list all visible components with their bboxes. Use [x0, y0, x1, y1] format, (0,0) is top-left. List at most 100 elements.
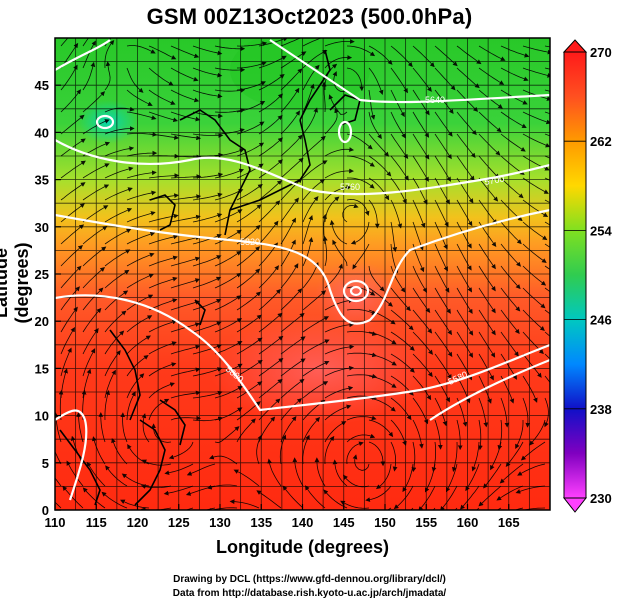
streamline — [402, 463, 414, 493]
streamline — [214, 363, 243, 377]
streamline — [192, 390, 223, 399]
streamline — [390, 177, 407, 205]
streamline — [104, 330, 125, 355]
streamline — [390, 67, 408, 94]
streamline — [544, 397, 549, 428]
streamline — [544, 243, 550, 248]
streamline — [434, 111, 453, 137]
colorbar-label: 246 — [590, 313, 612, 328]
streamline — [170, 322, 201, 333]
streamline — [148, 255, 178, 267]
streamline — [141, 413, 150, 443]
streamline — [368, 397, 396, 412]
streamline — [456, 67, 480, 89]
streamline — [126, 373, 145, 399]
streamline — [60, 224, 85, 245]
streamline — [302, 38, 332, 47]
streamline — [256, 490, 282, 509]
streamline — [478, 111, 502, 133]
streamline — [70, 435, 84, 465]
streamline — [192, 152, 224, 158]
streamline — [517, 463, 546, 476]
streamline — [126, 89, 153, 106]
streamline — [126, 335, 151, 355]
streamline — [82, 61, 96, 91]
y-tick-label: 15 — [35, 361, 49, 376]
contour-label-5820: 5820 — [240, 237, 260, 247]
contour-label-5700: 5700 — [484, 174, 505, 187]
streamline — [411, 441, 417, 473]
streamline — [324, 421, 347, 443]
streamline — [412, 353, 433, 378]
streamline — [477, 419, 483, 451]
streamline — [148, 89, 176, 105]
streamline — [451, 441, 458, 473]
streamline — [302, 290, 327, 311]
streamline — [522, 221, 548, 241]
streamline — [170, 256, 201, 267]
streamline — [258, 93, 284, 113]
streamline — [302, 434, 310, 465]
colorbar-label: 230 — [590, 491, 612, 506]
streamline — [522, 177, 549, 194]
streamline — [104, 290, 129, 311]
streamline — [456, 199, 473, 227]
streamline — [434, 45, 458, 67]
streamline — [214, 168, 245, 179]
streamline — [192, 255, 222, 267]
streamline — [342, 203, 359, 223]
streamline — [170, 235, 201, 245]
streamline — [418, 485, 436, 510]
streamline — [456, 265, 473, 293]
streamline — [258, 265, 280, 289]
streamline — [258, 180, 282, 201]
streamline — [82, 184, 110, 201]
streamline — [324, 168, 354, 179]
streamline — [292, 457, 304, 487]
streamline — [101, 491, 128, 509]
streamline — [164, 463, 194, 476]
streamline — [324, 365, 354, 377]
streamline — [412, 67, 432, 92]
y-axis-ticks: 0 5 10 15 20 25 30 35 40 45 — [35, 78, 61, 518]
streamline — [434, 67, 456, 91]
streamline — [390, 155, 409, 181]
streamline — [302, 316, 330, 333]
streamline — [258, 137, 283, 157]
x-tick-label: 140 — [292, 515, 314, 530]
streamline — [214, 108, 246, 113]
streamline — [148, 234, 179, 245]
streamline — [214, 67, 246, 73]
streamline — [170, 390, 201, 399]
streamline — [282, 485, 304, 509]
streamline — [478, 155, 500, 179]
streamline — [236, 183, 263, 201]
streamline — [126, 355, 149, 377]
x-tick-label: 125 — [168, 515, 190, 530]
x-tick-label: 130 — [209, 515, 231, 530]
streamline — [434, 397, 448, 427]
streamline — [456, 111, 477, 136]
streamline — [60, 160, 86, 179]
streamline — [302, 107, 319, 135]
streamline — [454, 507, 458, 510]
y-tick-label: 10 — [35, 409, 49, 424]
streamline — [192, 192, 223, 201]
streamline — [82, 487, 106, 509]
x-tick-label: 135 — [250, 515, 272, 530]
streamline — [390, 309, 414, 331]
streamline — [465, 463, 480, 492]
streamline — [324, 298, 354, 311]
streamline — [236, 246, 260, 267]
streamline — [214, 272, 242, 289]
streamline — [434, 309, 453, 336]
streamline — [82, 91, 106, 113]
streamline — [544, 199, 550, 204]
streamline — [236, 268, 261, 289]
streamline — [368, 155, 392, 177]
streamline — [192, 213, 223, 223]
streamline — [214, 386, 243, 399]
streamline — [434, 133, 452, 160]
streamline — [324, 344, 355, 355]
streamline — [258, 73, 285, 91]
